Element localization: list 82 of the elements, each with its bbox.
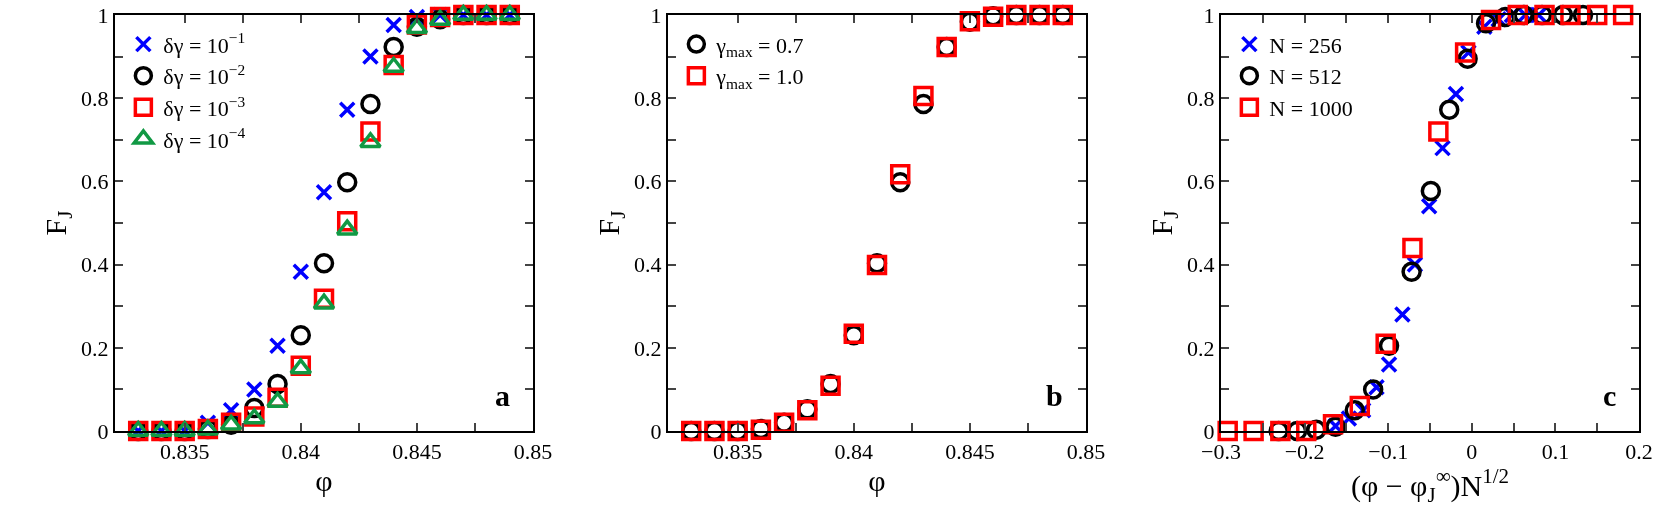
point (384, 16, 403, 34)
point (1560, 4, 1581, 26)
point (1454, 42, 1476, 63)
point (338, 101, 356, 119)
legend-label: γ$_{max}$ = 1.0 (715, 64, 804, 92)
point (312, 293, 336, 310)
point (1612, 4, 1634, 26)
point (1586, 4, 1608, 26)
x-tick-label: 0.1 (1541, 439, 1570, 465)
point (1296, 420, 1317, 442)
y-tick-label: 0.2 (81, 335, 109, 361)
point (1401, 261, 1422, 282)
y-tick-label: 0.4 (1187, 252, 1215, 278)
y-tick-label: 1 (650, 2, 662, 28)
y-tick-label: 0.4 (81, 252, 109, 278)
point (196, 419, 220, 436)
y-tick-label: 0.8 (634, 85, 662, 111)
x-tick-label: 0.2 (1625, 439, 1653, 465)
x-tick-label: 0.835 (712, 439, 763, 465)
point (1380, 355, 1398, 374)
point (1480, 9, 1502, 31)
y-tick-label: 1 (1203, 2, 1215, 28)
x-axis-title: φ (315, 464, 333, 498)
legend-label: δγ = 10$^{−4}$ (163, 124, 246, 153)
point (1349, 395, 1371, 417)
x-tick-label: 0.85 (1066, 439, 1106, 465)
y-tick-label: 0.4 (634, 252, 662, 278)
y-tick-label: 0.8 (81, 85, 109, 111)
y-tick-label: 0.6 (1187, 169, 1215, 195)
legend-label: N = 512 (1269, 64, 1342, 90)
point (290, 325, 312, 346)
point (336, 171, 358, 193)
legend-label: δγ = 10$^{−1}$ (163, 29, 246, 58)
x-tick-label: 0.84 (834, 439, 874, 465)
point (1402, 237, 1423, 259)
point (268, 336, 287, 355)
point (361, 47, 380, 66)
x-tick-label: 0.845 (392, 439, 442, 465)
point (383, 36, 404, 58)
y-tick-label: 0 (97, 418, 109, 444)
point (360, 93, 381, 115)
x-tick-label: 0.84 (281, 439, 321, 465)
y-tick-label: 0.2 (1187, 335, 1215, 361)
y-tick-label: 1 (97, 2, 109, 28)
point (313, 253, 335, 274)
x-tick-label: −0.1 (1368, 439, 1409, 465)
legend-label: δγ = 10$^{−2}$ (163, 61, 246, 90)
point (1447, 85, 1465, 103)
legend-label: N = 256 (1269, 32, 1342, 58)
y-tick-label: 0.2 (634, 335, 662, 361)
legend-label: δγ = 10$^{−3}$ (163, 92, 246, 121)
point (1438, 99, 1460, 121)
point (1507, 4, 1529, 26)
x-tick-label: 0.835 (159, 439, 210, 465)
y-tick-label: 0.6 (634, 169, 662, 195)
point (1362, 379, 1384, 400)
point (358, 132, 382, 149)
point (1217, 420, 1238, 442)
point (335, 219, 359, 236)
point (1393, 305, 1412, 324)
point (1428, 121, 1449, 142)
x-tick-label: 0.845 (945, 439, 995, 465)
x-tick-label: −0.2 (1284, 439, 1325, 465)
point (913, 85, 934, 107)
point (1243, 420, 1264, 442)
x-tick-label: 0 (1466, 439, 1478, 465)
point (292, 262, 310, 281)
point (315, 183, 333, 201)
x-axis-title: (φ − φ$_{J}$$^{∞}$)N$^{1/2}$ (1350, 464, 1510, 508)
annotation: a (495, 379, 510, 412)
legend-label: N = 1000 (1269, 95, 1353, 121)
x-tick-label: 0.85 (513, 439, 553, 465)
y-tick-label: 0.6 (81, 169, 109, 195)
legend-label: γ$_{max}$ = 0.7 (715, 32, 804, 61)
annotation: b (1046, 379, 1063, 412)
y-tick-label: 0.8 (1187, 85, 1215, 111)
point (889, 164, 911, 185)
point (1420, 180, 1442, 202)
annotation: c (1603, 379, 1617, 412)
point (245, 380, 264, 399)
y-tick-label: 0 (650, 418, 662, 444)
x-axis-title: φ (868, 464, 886, 498)
